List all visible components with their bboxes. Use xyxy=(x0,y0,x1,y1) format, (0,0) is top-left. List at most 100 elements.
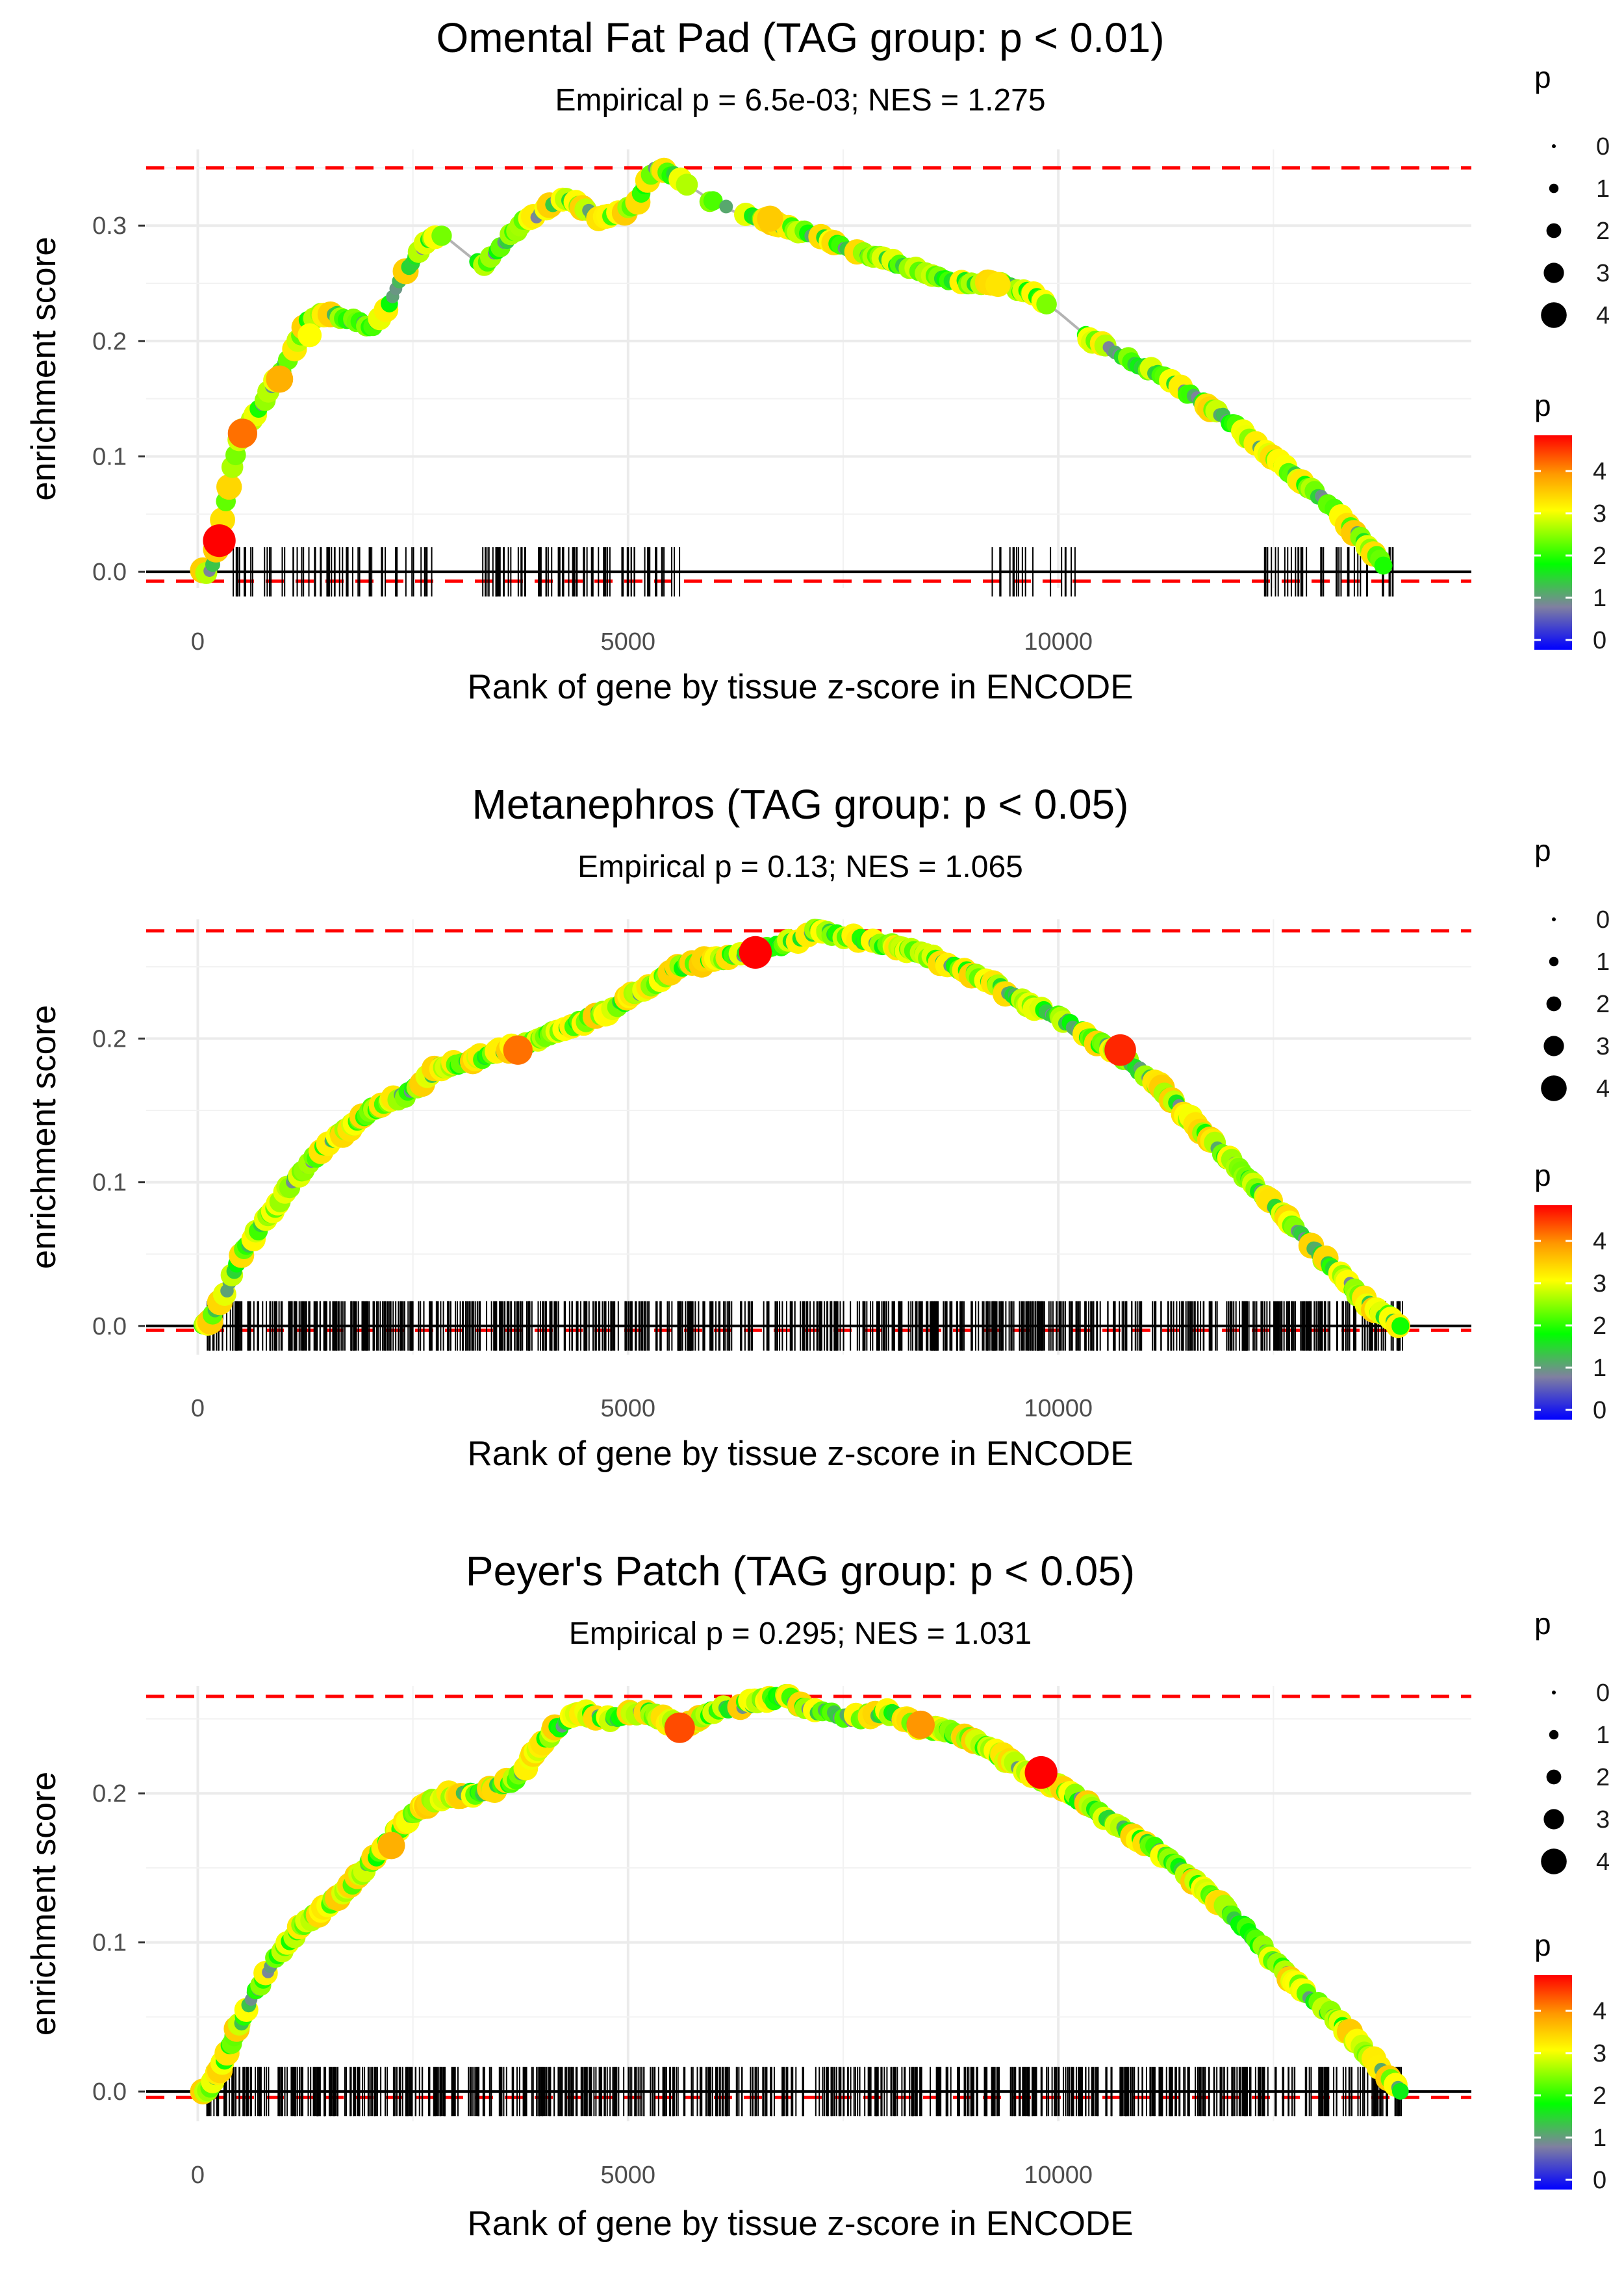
size-legend-label: 2 xyxy=(1596,218,1610,245)
size-legend-dot xyxy=(1541,302,1567,328)
x-tick-label: 0 xyxy=(191,628,205,656)
curve-point xyxy=(703,191,723,211)
color-legend-label: 2 xyxy=(1593,543,1606,570)
chart-panel-2: Metanephros (TAG group: p < 0.05) Empiric… xyxy=(25,781,1610,1473)
x-axis-title: Rank of gene by tissue z-score in ENCODE xyxy=(467,1435,1133,1473)
x-tick-label: 5000 xyxy=(601,2162,656,2189)
highlight-point xyxy=(1024,1756,1058,1789)
chart-subtitle: Empirical p = 0.295; NES = 1.031 xyxy=(569,1616,1032,1651)
x-tick-label: 0 xyxy=(191,2162,205,2189)
size-legend-dot xyxy=(1546,996,1562,1012)
size-legend-dot xyxy=(1546,1769,1562,1785)
size-legend-dot xyxy=(1546,223,1562,238)
curve-point xyxy=(431,225,452,246)
size-legend-dot xyxy=(1543,1036,1564,1056)
x-tick-label: 0 xyxy=(191,1395,205,1422)
y-tick-label: 0.2 xyxy=(92,1026,127,1053)
color-legend-label: 0 xyxy=(1593,2167,1606,2194)
color-legend-label: 0 xyxy=(1593,627,1606,654)
size-legend-label: 1 xyxy=(1596,175,1610,203)
curve-point xyxy=(719,199,733,214)
highlight-point xyxy=(298,323,322,348)
color-legend-label: 2 xyxy=(1593,1312,1606,1340)
curve-point xyxy=(1374,556,1393,575)
highlight-point xyxy=(266,365,294,393)
curve-points xyxy=(190,1683,1409,2105)
highlight-point xyxy=(1104,1034,1136,1066)
highlight-point xyxy=(739,936,772,969)
y-tick-label: 0.0 xyxy=(92,2078,127,2106)
x-tick-label: 10000 xyxy=(1024,2162,1093,2189)
size-legend-dot xyxy=(1541,1848,1567,1874)
size-legend-dot xyxy=(1543,1809,1564,1830)
size-legend-title: p xyxy=(1534,1607,1551,1641)
y-tick-label: 0.3 xyxy=(92,212,127,240)
color-legend-label: 3 xyxy=(1593,500,1606,528)
y-tick-label: 0.0 xyxy=(92,559,127,586)
y-tick-label: 0.1 xyxy=(92,1930,127,1957)
chart-title: Metanephros (TAG group: p < 0.05) xyxy=(472,781,1129,828)
y-axis-title: enrichment score xyxy=(25,236,63,501)
color-legend-label: 1 xyxy=(1593,585,1606,612)
color-legend-label: 4 xyxy=(1593,1228,1606,1255)
chart-title: Peyer's Patch (TAG group: p < 0.05) xyxy=(466,1548,1135,1594)
enrichment-curve xyxy=(197,929,1404,1327)
x-tick-label: 10000 xyxy=(1024,628,1093,656)
size-legend-dot xyxy=(1552,144,1556,148)
size-legend-label: 3 xyxy=(1596,1033,1610,1060)
size-legend-label: 4 xyxy=(1596,302,1610,329)
size-legend-title: p xyxy=(1534,834,1551,867)
x-tick-label: 10000 xyxy=(1024,1395,1093,1422)
curve-point xyxy=(676,173,698,196)
color-legend-bar xyxy=(1534,1205,1572,1420)
color-legend-bar xyxy=(1534,1975,1572,2190)
curve-point xyxy=(216,474,242,500)
color-legend-label: 4 xyxy=(1593,458,1606,485)
size-legend-label: 0 xyxy=(1596,133,1610,160)
color-legend-title: p xyxy=(1534,1158,1551,1192)
color-legend-label: 2 xyxy=(1593,2082,1606,2110)
curve-points xyxy=(190,157,1393,584)
y-axis-title: enrichment score xyxy=(25,1005,63,1270)
chart-subtitle: Empirical p = 0.13; NES = 1.065 xyxy=(577,850,1023,884)
color-legend-label: 1 xyxy=(1593,1355,1606,1382)
size-legend-label: 2 xyxy=(1596,991,1610,1018)
size-legend-title: p xyxy=(1534,60,1551,94)
size-legend-dot xyxy=(1552,1691,1556,1694)
color-legend-label: 0 xyxy=(1593,1397,1606,1424)
color-legend-title: p xyxy=(1534,389,1551,422)
y-tick-label: 0.1 xyxy=(92,1169,127,1197)
size-legend-label: 4 xyxy=(1596,1075,1610,1103)
chart-panel-3: Peyer's Patch (TAG group: p < 0.05) Empir… xyxy=(25,1548,1610,2243)
curve-points xyxy=(193,918,1411,1338)
color-legend-title: p xyxy=(1534,1928,1551,1962)
highlight-point xyxy=(227,418,258,448)
size-legend-dot xyxy=(1549,1730,1559,1740)
highlight-point xyxy=(985,272,1011,298)
y-tick-label: 0.1 xyxy=(92,444,127,471)
curve-point xyxy=(1391,2082,1409,2100)
size-legend-dot xyxy=(1541,1075,1567,1101)
chart-subtitle: Empirical p = 6.5e-03; NES = 1.275 xyxy=(555,83,1045,118)
y-axis-title: enrichment score xyxy=(25,1772,63,2036)
highlight-point xyxy=(906,1710,935,1739)
color-legend-label: 3 xyxy=(1593,2040,1606,2067)
size-legend-label: 0 xyxy=(1596,1680,1610,1707)
x-axis-title: Rank of gene by tissue z-score in ENCODE xyxy=(467,2204,1133,2243)
size-legend-label: 0 xyxy=(1596,906,1610,934)
curve-point xyxy=(1036,294,1057,315)
size-legend-dot xyxy=(1549,183,1559,194)
size-legend-label: 1 xyxy=(1596,1722,1610,1749)
color-legend-bar xyxy=(1534,435,1572,650)
highlight-point xyxy=(377,1832,405,1859)
size-legend-label: 3 xyxy=(1596,260,1610,287)
color-legend-label: 1 xyxy=(1593,2125,1606,2152)
size-legend-label: 2 xyxy=(1596,1764,1610,1791)
highlight-point xyxy=(664,1712,695,1743)
color-legend-label: 4 xyxy=(1593,1998,1606,2025)
curve-point xyxy=(1391,1317,1410,1335)
x-axis-title: Rank of gene by tissue z-score in ENCODE xyxy=(467,668,1133,706)
highlight-point xyxy=(757,205,783,232)
size-legend-dot xyxy=(1549,956,1559,967)
